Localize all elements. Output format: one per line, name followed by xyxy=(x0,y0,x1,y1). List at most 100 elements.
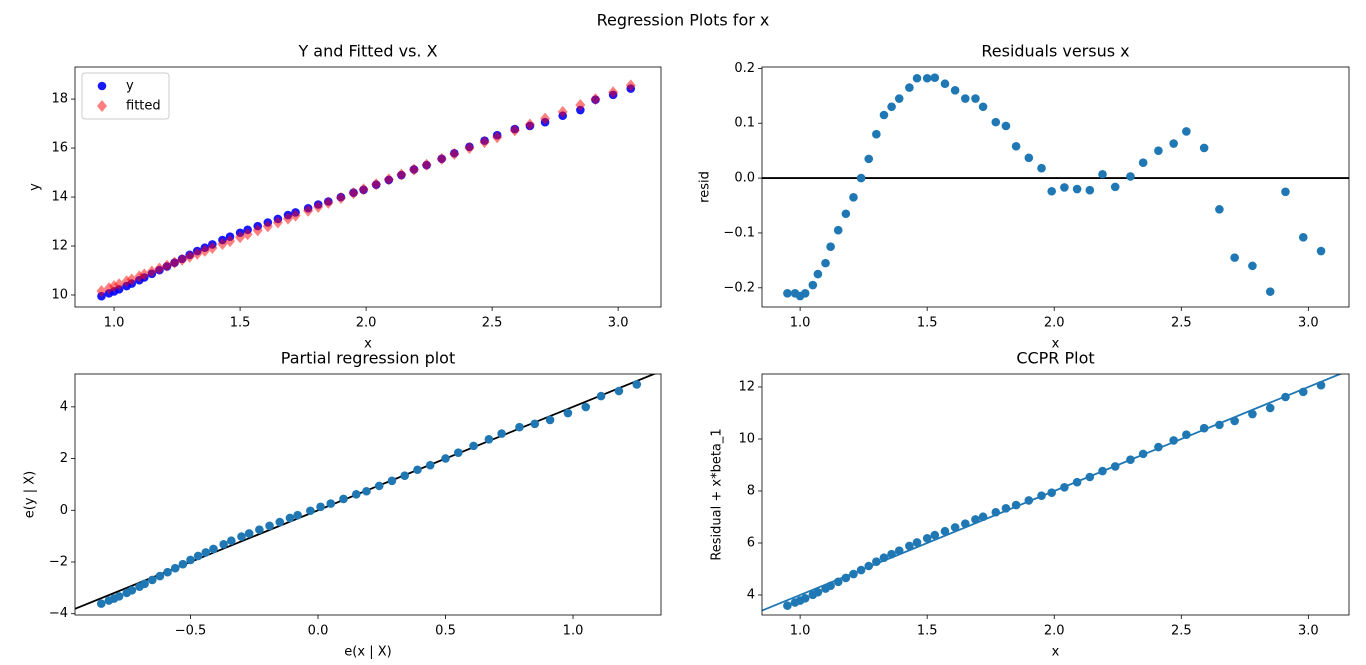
x-tick-label: 1.5 xyxy=(917,624,938,639)
data-point xyxy=(856,173,866,183)
data-point xyxy=(940,526,950,536)
data-point xyxy=(960,94,970,103)
x-tick-label: 1.0 xyxy=(790,316,811,331)
data-point xyxy=(833,577,843,587)
data-point xyxy=(425,460,435,470)
fitted-point xyxy=(146,265,157,278)
fitted-point xyxy=(235,231,246,244)
axes-frame xyxy=(74,373,662,616)
data-point xyxy=(469,441,478,451)
data-point xyxy=(484,435,494,444)
data-point xyxy=(1126,455,1135,465)
data-point xyxy=(1281,392,1290,402)
fitted-point xyxy=(575,98,586,111)
y-axis-label: resid xyxy=(698,171,713,203)
y-tick-label: 0.2 xyxy=(734,61,755,76)
fitted-point xyxy=(252,224,263,237)
fitted-point xyxy=(139,268,150,281)
data-point xyxy=(140,579,149,589)
data-point xyxy=(813,587,823,597)
y-tick-label: −2 xyxy=(49,554,68,569)
y-tick-label: 0 xyxy=(60,503,68,518)
fitted-point xyxy=(464,142,475,155)
data-point xyxy=(1011,500,1021,510)
data-point xyxy=(339,494,348,504)
y-tick-label: −4 xyxy=(49,606,68,621)
data-point xyxy=(1215,420,1224,430)
x-tick-label: 3.0 xyxy=(1298,316,1319,331)
data-point xyxy=(922,533,932,543)
axes-title: Partial regression plot xyxy=(281,349,455,368)
data-point xyxy=(1060,183,1069,192)
legend-label: fitted xyxy=(126,99,161,114)
data-point xyxy=(441,454,450,463)
data-point xyxy=(178,559,188,569)
fitted-point xyxy=(96,285,107,298)
y-tick-label: 4 xyxy=(747,587,755,602)
data-point xyxy=(1169,436,1178,445)
fitted-point xyxy=(303,204,314,217)
data-point xyxy=(530,419,540,429)
fitted-point xyxy=(313,200,324,213)
data-point xyxy=(127,586,137,595)
data-point xyxy=(400,471,410,480)
plot-area xyxy=(96,79,636,301)
data-point xyxy=(841,573,851,583)
data-point xyxy=(1037,491,1046,501)
axes-title: Y and Fitted vs. X xyxy=(297,42,437,61)
data-point xyxy=(971,515,980,524)
data-point xyxy=(351,489,361,499)
data-point xyxy=(563,408,573,418)
x-tick-label: 1.5 xyxy=(230,316,251,331)
data-point xyxy=(1316,246,1326,256)
fitted-point xyxy=(335,192,346,205)
data-point xyxy=(978,102,988,112)
data-point xyxy=(147,575,157,585)
fitted-point xyxy=(524,118,535,131)
x-axis-label: x xyxy=(1052,645,1060,660)
data-point xyxy=(163,567,172,577)
data-point xyxy=(800,288,810,298)
data-point xyxy=(374,481,384,491)
data-point xyxy=(1024,153,1034,163)
x-tick-label: 2.5 xyxy=(482,316,503,331)
fitted-point xyxy=(436,152,447,165)
data-point xyxy=(833,225,843,235)
data-point xyxy=(1098,169,1107,179)
data-point xyxy=(864,154,874,164)
data-point xyxy=(978,512,988,522)
x-tick-label: 3.0 xyxy=(1298,624,1319,639)
data-point xyxy=(912,538,922,547)
data-point xyxy=(413,465,422,475)
data-point xyxy=(219,539,228,549)
plot-area xyxy=(75,374,657,610)
fitted-point xyxy=(408,163,419,176)
data-point xyxy=(872,129,881,139)
axes-title: Residuals versus x xyxy=(981,42,1129,61)
data-point xyxy=(186,555,195,565)
data-point xyxy=(1001,121,1011,131)
data-point xyxy=(1154,146,1163,155)
fitted-point xyxy=(207,241,218,254)
data-point xyxy=(114,592,124,601)
y-axis-label: Residual + x*beta_1 xyxy=(710,428,725,560)
data-point xyxy=(1110,462,1120,471)
data-point xyxy=(887,549,896,559)
y-tick-label: 12 xyxy=(51,239,68,254)
data-point xyxy=(1072,477,1082,487)
y-tick-label: 6 xyxy=(747,535,755,550)
fitted-point xyxy=(242,228,253,241)
data-point xyxy=(1316,380,1326,390)
data-point xyxy=(1126,172,1135,181)
fitted-point xyxy=(371,178,382,191)
data-point xyxy=(1230,416,1239,426)
y-tick-label: 12 xyxy=(738,379,755,394)
data-point xyxy=(991,507,1001,517)
fitted-point xyxy=(625,79,636,92)
data-point xyxy=(991,117,1001,127)
fitted-point xyxy=(154,262,165,275)
fitted-point xyxy=(396,168,407,181)
data-point xyxy=(1215,205,1224,214)
data-point xyxy=(632,380,642,389)
y-tick-label: 0.0 xyxy=(734,171,755,186)
